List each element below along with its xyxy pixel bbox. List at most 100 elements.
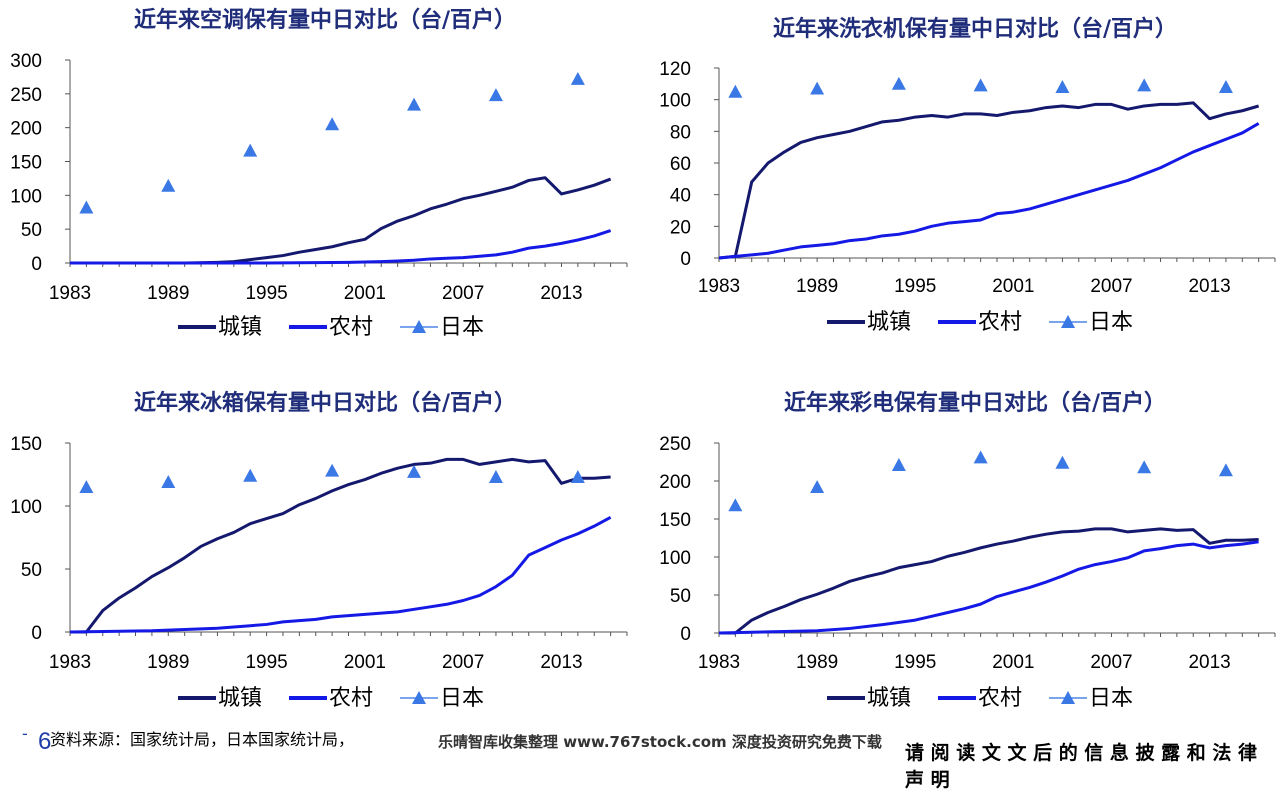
data-point-日本	[325, 463, 340, 477]
data-point-日本	[1218, 463, 1233, 477]
x-tick-label: 1995	[894, 652, 936, 673]
chart-title: 近年来冰箱保有量中日对比（台/百户）	[134, 390, 516, 416]
legend-label-日本: 日本	[440, 315, 484, 340]
data-point-日本	[891, 458, 906, 471]
data-point-日本	[161, 178, 176, 192]
data-point-日本	[810, 480, 825, 494]
data-point-日本	[243, 468, 258, 482]
legend-swatch-日本	[412, 320, 426, 333]
chart-panel-4: 近年来彩电保有量中日对比（台/百户） 0 50 100 150 200 250 1983 198…	[659, 390, 1276, 711]
legend: 城镇 农村 日本	[827, 310, 1133, 335]
y-tick-label: 0	[680, 249, 691, 270]
x-tick-label: 2001	[992, 276, 1034, 297]
x-tick-label: 1989	[147, 283, 189, 304]
x-tick-label: 2013	[540, 283, 582, 304]
chart-title: 近年来洗衣机保有量中日对比（台/百户）	[773, 16, 1177, 42]
x-tick-label: 2001	[992, 652, 1034, 673]
x-tick-label: 1989	[147, 652, 189, 673]
data-point-日本	[407, 464, 422, 478]
x-tick-label: 1995	[245, 652, 287, 673]
data-point-日本	[325, 117, 340, 131]
x-tick-label: 2007	[1090, 652, 1132, 673]
data-point-日本	[488, 470, 503, 483]
x-tick-label: 1989	[796, 652, 838, 673]
y-tick-label: 200	[659, 472, 691, 493]
y-tick-label: 120	[659, 59, 691, 80]
legend-label-城镇: 城镇	[218, 686, 262, 711]
y-tick-label: 40	[670, 186, 691, 207]
data-point-日本	[1218, 80, 1233, 93]
y-tick-label: 20	[670, 217, 691, 238]
series-line-农村	[718, 122, 1260, 260]
y-tick-label: 0	[680, 624, 691, 645]
legend-swatch-日本	[412, 691, 426, 704]
data-point-日本	[570, 71, 585, 85]
y-tick-label: 60	[670, 154, 691, 175]
chart-panel-1: 近年来空调保有量中日对比（台/百户） 0 50 100 150 200 250 300 1983…	[10, 7, 628, 340]
data-point-日本	[973, 78, 988, 92]
data-point-日本	[79, 200, 94, 214]
legend: 城镇 农村 日本	[178, 315, 484, 340]
disclaimer-text: 请 阅 读 文 文 后 的 信 息 披 露 和 法 律 声 明	[905, 742, 1257, 791]
x-tick-label: 1983	[698, 652, 740, 673]
legend: 城镇 农村 日本	[178, 686, 484, 711]
legend-label-日本: 日本	[440, 686, 484, 711]
x-tick-label: 2007	[442, 652, 484, 673]
legend-label-日本: 日本	[1089, 310, 1133, 335]
data-point-日本	[1055, 455, 1070, 469]
y-tick-label: 150	[659, 510, 691, 531]
x-tick-label: 1995	[894, 276, 936, 297]
series-line-城镇	[718, 101, 1260, 260]
series-line-城镇	[70, 457, 611, 634]
x-tick-label: 1989	[796, 276, 838, 297]
y-tick-label: 50	[670, 586, 691, 607]
data-point-日本	[243, 143, 258, 157]
series-line-城镇	[719, 527, 1259, 635]
y-tick-label: 80	[670, 122, 691, 143]
x-tick-label: 1983	[698, 276, 740, 297]
data-point-日本	[161, 475, 176, 489]
legend: 城镇 农村 日本	[827, 686, 1133, 711]
legend-label-农村: 农村	[978, 686, 1022, 711]
y-tick-label: 0	[31, 623, 42, 644]
x-tick-label: 2013	[1188, 276, 1230, 297]
y-tick-label: 200	[10, 119, 42, 140]
x-tick-label: 1983	[49, 283, 91, 304]
y-tick-label: 150	[10, 153, 42, 174]
data-point-日本	[79, 480, 94, 494]
data-point-日本	[891, 76, 906, 90]
y-tick-label: 250	[10, 85, 42, 106]
legend-swatch-日本	[1061, 315, 1075, 328]
x-tick-label: 1983	[49, 652, 91, 673]
x-tick-label: 2013	[1188, 652, 1230, 673]
series-line-城镇	[70, 176, 612, 265]
data-point-日本	[1137, 78, 1152, 92]
data-point-日本	[1055, 80, 1070, 93]
data-point-日本	[407, 97, 422, 111]
data-point-日本	[1137, 460, 1152, 474]
chart-title: 近年来空调保有量中日对比（台/百户）	[134, 7, 516, 33]
legend-label-农村: 农村	[329, 315, 373, 340]
y-tick-label: 50	[21, 560, 42, 581]
x-tick-label: 1995	[245, 283, 287, 304]
data-point-日本	[728, 84, 743, 98]
watermark-text: 乐晴智库收集整理 www.767stock.com 深度投资研究免费下载	[438, 733, 882, 751]
page-number: 6	[38, 728, 52, 755]
legend-label-城镇: 城镇	[867, 686, 911, 711]
y-tick-label: 150	[10, 434, 42, 455]
chart-title: 近年来彩电保有量中日对比（台/百户）	[784, 390, 1166, 416]
y-tick-label: 100	[659, 91, 691, 112]
charts-canvas: 近年来空调保有量中日对比（台/百户）0501001502002503001983…	[10, 7, 1276, 711]
x-tick-label: 2007	[442, 283, 484, 304]
series-line-农村	[70, 229, 612, 265]
legend-label-农村: 农村	[329, 686, 373, 711]
y-tick-label: 100	[10, 497, 42, 518]
legend-label-农村: 农村	[978, 310, 1022, 335]
y-tick-label: 100	[10, 186, 42, 207]
legend-label-城镇: 城镇	[867, 310, 911, 335]
series-line-农村	[718, 540, 1259, 635]
source-note: 资料来源：国家统计局，日本国家统计局，	[50, 730, 355, 749]
footer-bullet: -	[22, 724, 28, 743]
data-point-日本	[810, 81, 825, 95]
x-tick-label: 2007	[1090, 276, 1132, 297]
